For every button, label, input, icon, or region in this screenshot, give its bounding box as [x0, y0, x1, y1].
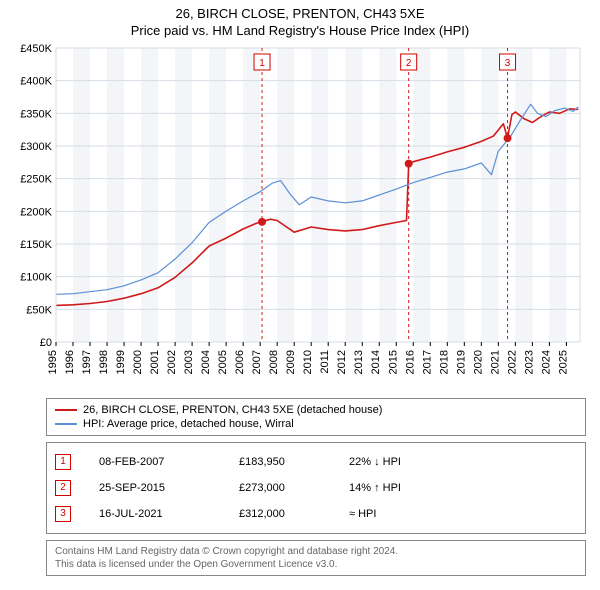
event-delta: ≈ HPI	[349, 508, 376, 520]
event-delta: 14% ↑ HPI	[349, 482, 401, 494]
svg-text:2000: 2000	[132, 350, 144, 374]
chart-subtitle: Price paid vs. HM Land Registry's House …	[10, 23, 590, 38]
svg-text:2007: 2007	[251, 350, 263, 374]
svg-text:2023: 2023	[523, 350, 535, 374]
svg-text:2: 2	[406, 58, 412, 69]
event-price: £183,950	[239, 456, 349, 468]
svg-text:2010: 2010	[302, 350, 314, 374]
chart-container: 26, BIRCH CLOSE, PRENTON, CH43 5XE Price…	[0, 0, 600, 584]
event-marker: 3	[55, 506, 71, 522]
footer-line-1: Contains HM Land Registry data © Crown c…	[55, 545, 577, 558]
svg-text:£50K: £50K	[26, 304, 52, 316]
svg-text:2004: 2004	[200, 350, 212, 374]
svg-text:£300K: £300K	[20, 141, 52, 153]
event-marker: 1	[55, 454, 71, 470]
legend-row: 26, BIRCH CLOSE, PRENTON, CH43 5XE (deta…	[55, 403, 577, 417]
svg-text:2020: 2020	[472, 350, 484, 374]
svg-text:£400K: £400K	[20, 76, 52, 88]
svg-text:2019: 2019	[455, 350, 467, 374]
svg-text:2003: 2003	[183, 350, 195, 374]
svg-text:2017: 2017	[421, 350, 433, 374]
legend-swatch	[55, 409, 77, 411]
svg-text:2021: 2021	[489, 350, 501, 374]
legend: 26, BIRCH CLOSE, PRENTON, CH43 5XE (deta…	[46, 398, 586, 436]
svg-text:£0: £0	[40, 337, 52, 349]
legend-label: HPI: Average price, detached house, Wirr…	[83, 418, 294, 430]
svg-text:1998: 1998	[98, 350, 110, 374]
event-price: £312,000	[239, 508, 349, 520]
svg-text:1996: 1996	[64, 350, 76, 374]
chart-title: 26, BIRCH CLOSE, PRENTON, CH43 5XE	[10, 6, 590, 23]
chart-plot-area: £0 £50K £100K £150K £200K £250K £300K £350K £400…	[10, 42, 590, 392]
svg-text:2015: 2015	[387, 350, 399, 374]
svg-text:2022: 2022	[506, 350, 518, 374]
svg-text:1999: 1999	[115, 350, 127, 374]
svg-text:2018: 2018	[438, 350, 450, 374]
event-marker: 2	[55, 480, 71, 496]
svg-text:2002: 2002	[166, 350, 178, 374]
svg-text:£350K: £350K	[20, 108, 52, 120]
attribution-footer: Contains HM Land Registry data © Crown c…	[46, 540, 586, 576]
events-table: 1 08-FEB-2007£183,95022% ↓ HPI 2 25-SEP-201…	[46, 442, 586, 534]
svg-text:£100K: £100K	[20, 272, 52, 284]
svg-text:2011: 2011	[319, 350, 331, 374]
svg-text:2016: 2016	[404, 350, 416, 374]
svg-text:2006: 2006	[234, 350, 246, 374]
event-date: 08-FEB-2007	[99, 456, 239, 468]
svg-text:2025: 2025	[557, 350, 569, 374]
line-chart-svg: £0 £50K £100K £150K £200K £250K £300K £350K £400…	[10, 42, 590, 382]
legend-swatch	[55, 423, 77, 425]
event-date: 16-JUL-2021	[99, 508, 239, 520]
svg-text:1: 1	[259, 58, 265, 69]
svg-text:2005: 2005	[217, 350, 229, 374]
svg-text:2001: 2001	[149, 350, 161, 374]
event-date: 25-SEP-2015	[99, 482, 239, 494]
svg-text:2009: 2009	[285, 350, 297, 374]
svg-text:3: 3	[505, 58, 511, 69]
event-row: 2 25-SEP-2015£273,00014% ↑ HPI	[55, 475, 577, 501]
event-row: 3 16-JUL-2021£312,000≈ HPI	[55, 501, 577, 527]
svg-text:2008: 2008	[268, 350, 280, 374]
legend-row: HPI: Average price, detached house, Wirr…	[55, 417, 577, 431]
legend-label: 26, BIRCH CLOSE, PRENTON, CH43 5XE (deta…	[83, 404, 382, 416]
svg-text:1997: 1997	[81, 350, 93, 374]
svg-text:2014: 2014	[370, 350, 382, 374]
event-row: 1 08-FEB-2007£183,95022% ↓ HPI	[55, 449, 577, 475]
svg-text:£250K: £250K	[20, 174, 52, 186]
svg-text:2013: 2013	[353, 350, 365, 374]
footer-line-2: This data is licensed under the Open Gov…	[55, 558, 577, 571]
svg-text:1995: 1995	[47, 350, 59, 374]
event-delta: 22% ↓ HPI	[349, 456, 401, 468]
svg-text:£150K: £150K	[20, 239, 52, 251]
event-price: £273,000	[239, 482, 349, 494]
svg-text:£450K: £450K	[20, 43, 52, 55]
svg-text:2012: 2012	[336, 350, 348, 374]
svg-text:2024: 2024	[540, 350, 552, 374]
svg-text:£200K: £200K	[20, 206, 52, 218]
